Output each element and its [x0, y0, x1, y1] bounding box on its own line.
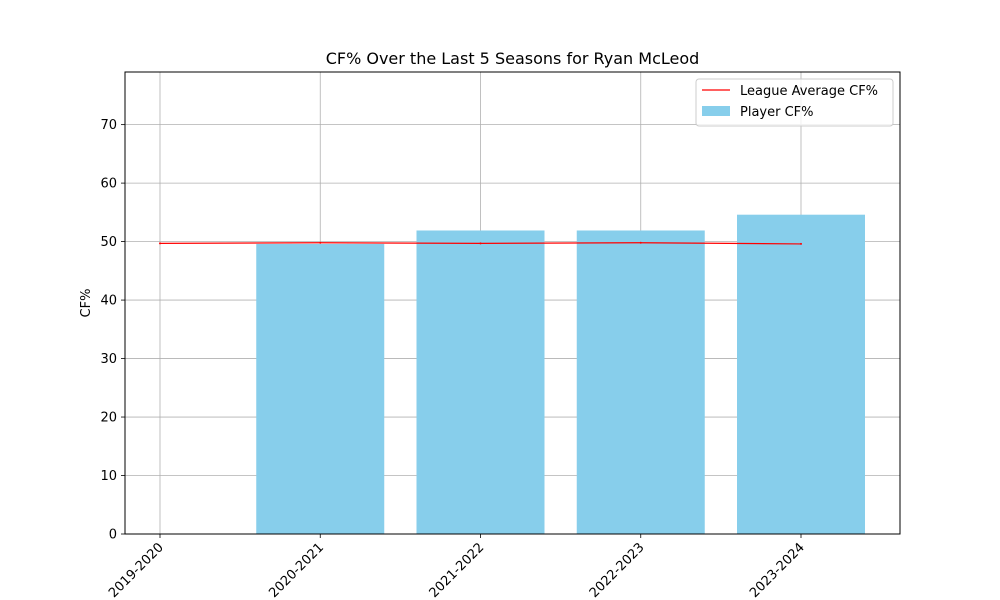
- league-average-point: [159, 242, 161, 245]
- legend: League Average CF% Player CF%: [695, 78, 894, 127]
- x-tick-label: 2021-2022: [427, 540, 488, 600]
- bar-2022-2023: [576, 230, 705, 534]
- y-tick-label: 0: [109, 528, 117, 543]
- y-tick-label: 70: [100, 118, 117, 133]
- bar-2021-2022: [416, 230, 545, 534]
- y-tick-label: 50: [100, 235, 117, 250]
- y-axis: 0 10 20 30 40 50 60 70: [100, 118, 125, 543]
- x-tick-label: 2019-2020: [106, 540, 167, 600]
- legend-box: [695, 78, 894, 127]
- bar-2023-2024: [737, 214, 865, 534]
- x-axis: 2019-2020 2020-2021 2021-2022 2022-2023 2023…: [106, 534, 808, 600]
- plot-frame: [124, 71, 901, 535]
- y-tick-label: 60: [100, 177, 117, 192]
- league-average-point: [800, 242, 802, 245]
- legend-label-league-average: League Average CF%: [740, 84, 878, 99]
- x-tick-label: 2020-2021: [266, 540, 327, 600]
- y-axis-label: CF%: [79, 289, 94, 318]
- chart-title: CF% Over the Last 5 Seasons for Ryan McL…: [326, 49, 700, 68]
- league-average-point: [639, 241, 642, 244]
- bar-2020-2021: [256, 243, 385, 534]
- league-average-point: [479, 242, 482, 245]
- x-tick-label: 2022-2023: [587, 540, 648, 600]
- league-average-line: [159, 241, 802, 245]
- legend-bar-swatch: [702, 106, 730, 116]
- league-average-point: [319, 241, 322, 244]
- y-tick-label: 40: [100, 294, 117, 309]
- y-tick-label: 10: [100, 469, 117, 484]
- y-tick-label: 30: [100, 352, 117, 367]
- legend-label-player: Player CF%: [740, 105, 814, 120]
- x-tick-label: 2023-2024: [747, 540, 808, 600]
- y-tick-label: 20: [100, 411, 117, 426]
- bars: [256, 214, 865, 534]
